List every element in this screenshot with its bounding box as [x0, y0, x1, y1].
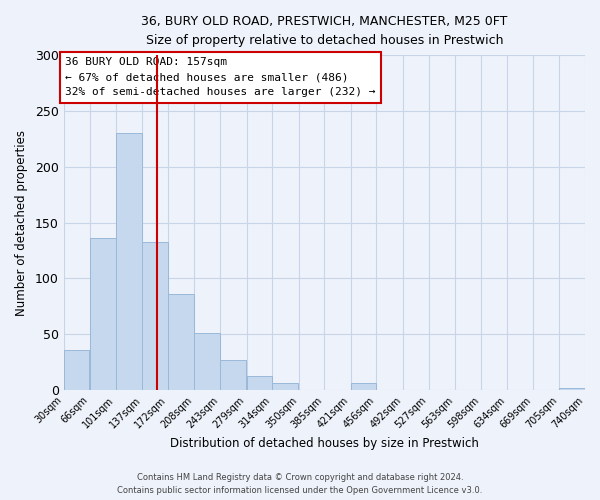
- Bar: [194, 333, 220, 390]
- Bar: [559, 388, 585, 390]
- Text: Contains HM Land Registry data © Crown copyright and database right 2024.
Contai: Contains HM Land Registry data © Crown c…: [118, 474, 482, 495]
- Bar: [64, 350, 89, 390]
- Text: 36 BURY OLD ROAD: 157sqm
← 67% of detached houses are smaller (486)
32% of semi-: 36 BURY OLD ROAD: 157sqm ← 67% of detach…: [65, 58, 376, 97]
- Bar: [90, 238, 116, 390]
- Title: 36, BURY OLD ROAD, PRESTWICH, MANCHESTER, M25 0FT
Size of property relative to d: 36, BURY OLD ROAD, PRESTWICH, MANCHESTER…: [141, 15, 508, 47]
- Bar: [351, 384, 376, 390]
- Bar: [116, 134, 142, 390]
- Bar: [220, 360, 246, 390]
- Y-axis label: Number of detached properties: Number of detached properties: [15, 130, 28, 316]
- Bar: [272, 384, 298, 390]
- Bar: [142, 242, 168, 390]
- Bar: [168, 294, 194, 390]
- Bar: [247, 376, 272, 390]
- X-axis label: Distribution of detached houses by size in Prestwich: Distribution of detached houses by size …: [170, 437, 479, 450]
